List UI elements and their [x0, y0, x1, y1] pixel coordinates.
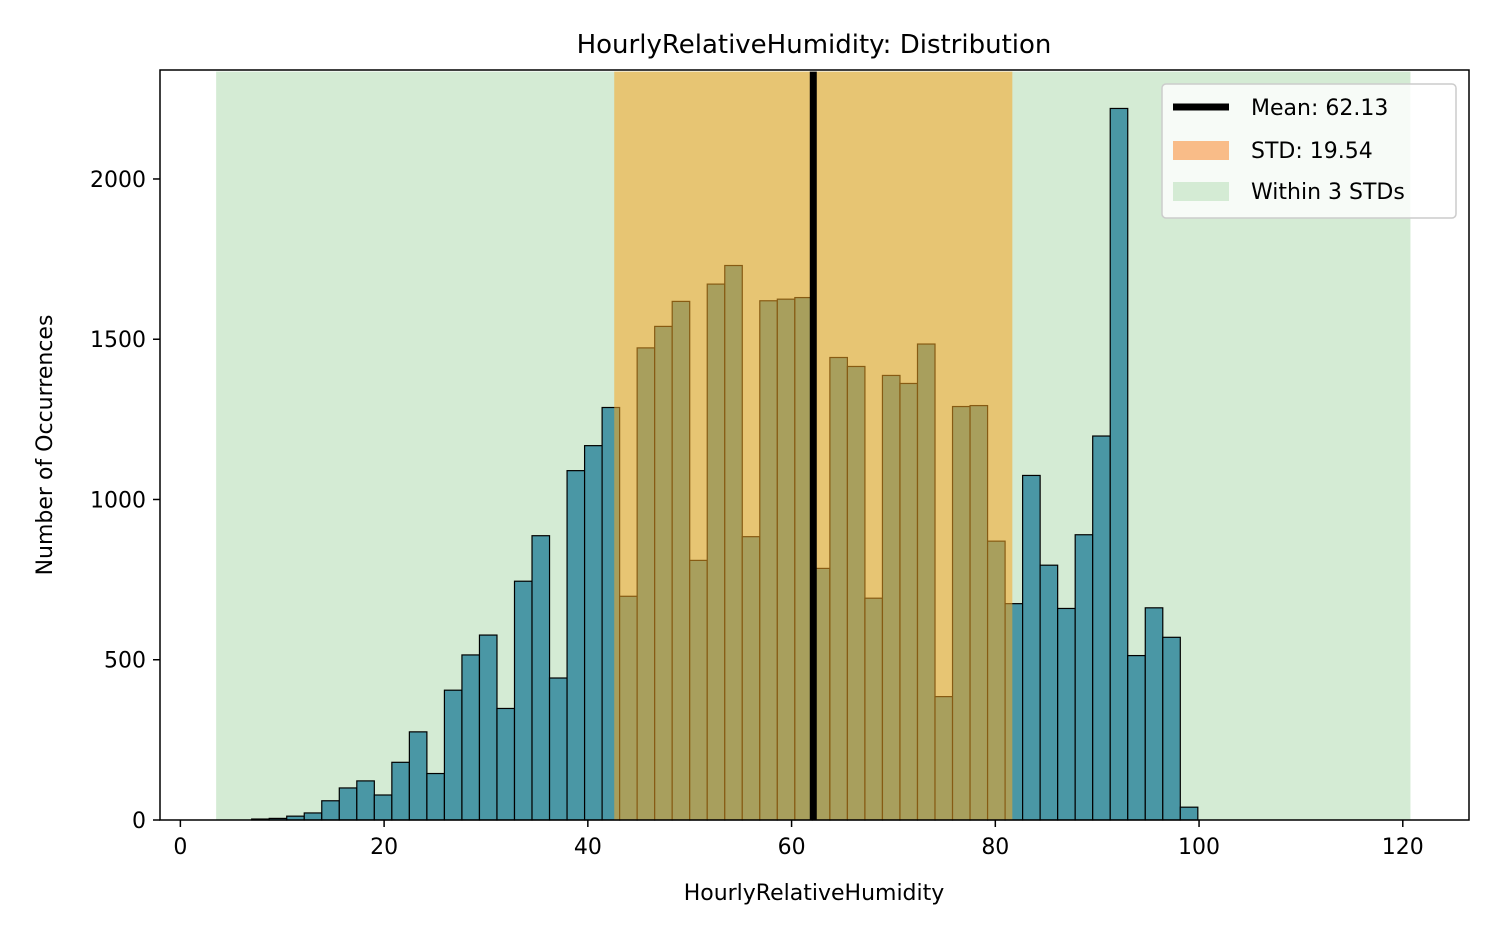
- y-axis-title: Number of Occurrences: [33, 315, 58, 576]
- chart-title: HourlyRelativeHumidity: Distribution: [577, 30, 1052, 60]
- x-tick-label: 20: [370, 835, 398, 860]
- x-axis-title: HourlyRelativeHumidity: [684, 881, 945, 906]
- histogram-bar: [1162, 636, 1181, 821]
- legend-items: Mean: 62.13 STD: 19.54 Within 3 STDs: [1173, 96, 1405, 205]
- histogram-bar: [1092, 435, 1111, 821]
- histogram-bar: [531, 535, 551, 821]
- legend-swatch-three-std: [1173, 182, 1229, 201]
- x-tick-label: 80: [981, 835, 1009, 860]
- histogram-bar: [1039, 564, 1059, 821]
- y-tick-label: 1500: [90, 328, 146, 353]
- histogram-bar: [513, 580, 533, 821]
- plot-frame: [159, 69, 1470, 821]
- y-tick-label: 1000: [90, 488, 146, 513]
- legend-swatch-std: [1173, 141, 1229, 160]
- histogram-bar: [391, 761, 410, 821]
- histogram-bar: [461, 654, 481, 821]
- x-tick-label: 100: [1178, 835, 1220, 860]
- histogram-bar: [1022, 474, 1041, 821]
- histogram-bar: [338, 787, 358, 821]
- legend-box: [1161, 83, 1457, 219]
- histogram-bar: [426, 772, 446, 821]
- legend: Mean: 62.13 STD: 19.54 Within 3 STDs: [1161, 83, 1457, 219]
- histogram-bar: [1127, 654, 1146, 821]
- histogram-bar: [1057, 607, 1076, 821]
- legend-label: Within 3 STDs: [1251, 180, 1405, 205]
- x-tick-label: 0: [173, 835, 187, 860]
- histogram-bar: [566, 470, 586, 821]
- y-tick-label: 0: [132, 809, 146, 834]
- y-axis: 0 500 1000 1500 2000: [90, 168, 160, 834]
- histogram-bar: [356, 780, 375, 821]
- histogram-bar: [408, 731, 428, 821]
- x-tick-label: 120: [1382, 835, 1424, 860]
- histogram-bar: [548, 677, 568, 821]
- histogram-bar: [321, 800, 340, 821]
- histogram-bar: [1109, 107, 1129, 821]
- legend-label: Mean: 62.13: [1251, 96, 1388, 121]
- y-tick-label: 2000: [90, 168, 146, 193]
- histogram-bar: [496, 707, 516, 821]
- histogram-bar: [583, 445, 603, 821]
- histogram-bar: [373, 794, 393, 821]
- legend-label: STD: 19.54: [1251, 139, 1373, 164]
- x-tick-label: 60: [778, 835, 806, 860]
- histogram-bar: [1144, 607, 1164, 821]
- histogram-bar: [478, 634, 498, 821]
- x-axis: 0 20 40 60 80 100 120: [173, 820, 1424, 860]
- histogram-bar: [443, 689, 463, 821]
- histogram-bar: [1074, 534, 1094, 821]
- y-tick-label: 500: [104, 649, 146, 674]
- histogram-bar: [1179, 806, 1199, 821]
- x-tick-label: 40: [574, 835, 602, 860]
- histogram-bar: [303, 812, 323, 821]
